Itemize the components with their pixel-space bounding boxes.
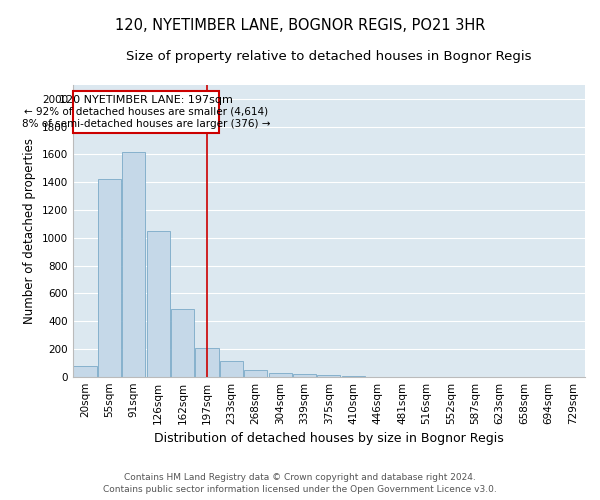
Bar <box>244 370 268 376</box>
Text: 120 NYETIMBER LANE: 197sqm: 120 NYETIMBER LANE: 197sqm <box>59 95 233 105</box>
Bar <box>98 180 121 376</box>
Bar <box>220 362 243 376</box>
Text: 8% of semi-detached houses are larger (376) →: 8% of semi-detached houses are larger (3… <box>22 119 270 129</box>
Bar <box>122 152 145 376</box>
Text: Contains HM Land Registry data © Crown copyright and database right 2024.
Contai: Contains HM Land Registry data © Crown c… <box>103 472 497 494</box>
Title: Size of property relative to detached houses in Bognor Regis: Size of property relative to detached ho… <box>126 50 532 63</box>
Bar <box>196 348 218 376</box>
Bar <box>171 308 194 376</box>
Bar <box>293 374 316 376</box>
Bar <box>73 366 97 376</box>
Text: 120, NYETIMBER LANE, BOGNOR REGIS, PO21 3HR: 120, NYETIMBER LANE, BOGNOR REGIS, PO21 … <box>115 18 485 32</box>
Bar <box>73 91 218 133</box>
Y-axis label: Number of detached properties: Number of detached properties <box>23 138 36 324</box>
Bar <box>269 372 292 376</box>
Bar <box>146 231 170 376</box>
X-axis label: Distribution of detached houses by size in Bognor Regis: Distribution of detached houses by size … <box>154 432 504 445</box>
Bar <box>317 374 340 376</box>
Text: ← 92% of detached houses are smaller (4,614): ← 92% of detached houses are smaller (4,… <box>24 107 268 117</box>
